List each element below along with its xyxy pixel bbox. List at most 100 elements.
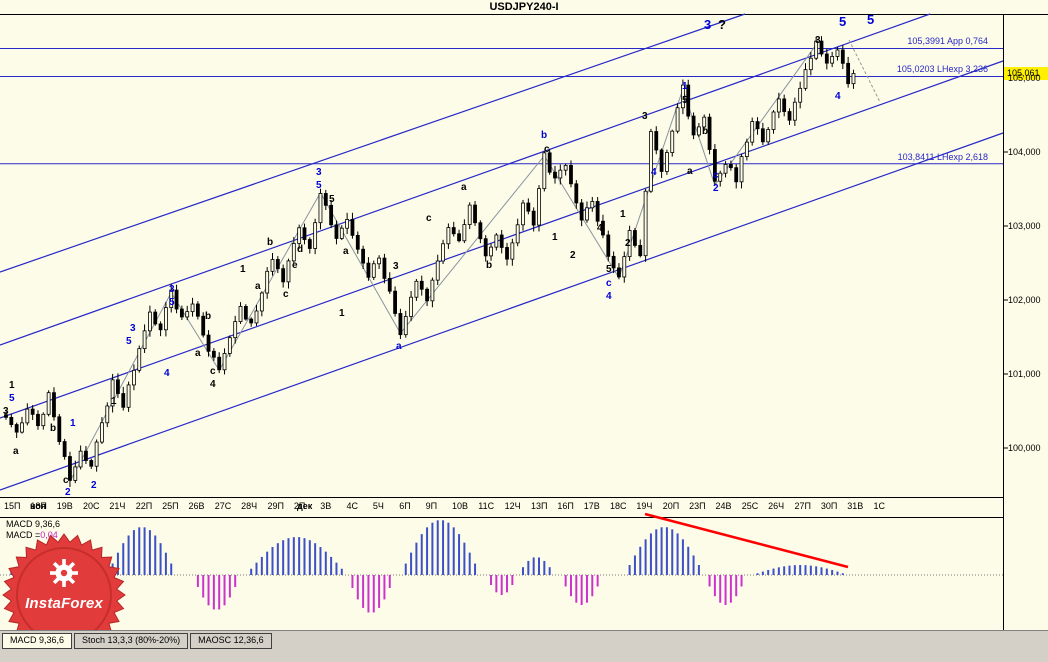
- x-axis-label: 20П: [662, 501, 680, 511]
- tab-macd[interactable]: MACD 9,36,6: [2, 633, 73, 649]
- wave-label: c: [544, 144, 550, 155]
- x-axis-label: 26Ч: [768, 501, 785, 511]
- wave-label: c: [63, 475, 69, 486]
- wave-label: 4: [210, 379, 216, 390]
- tab-maosc[interactable]: MAOSC 12,36,6: [190, 633, 272, 649]
- wave-label: 2: [713, 183, 719, 194]
- wave-label: 3: [393, 261, 399, 272]
- wave-label: b: [50, 423, 57, 434]
- trend-channel-lines: [0, 13, 1004, 491]
- wave-label: 4: [606, 291, 612, 302]
- month-label: ноя: [30, 501, 47, 511]
- wave-label: 3: [642, 111, 648, 122]
- gear-tooth-icon: [62, 559, 66, 566]
- gear-tooth-icon: [62, 580, 66, 587]
- wave-label: a: [13, 446, 19, 457]
- wave-label: c: [426, 213, 432, 224]
- y-axis-label: 100,000: [1008, 443, 1041, 453]
- x-axis-label: 27С: [214, 501, 232, 511]
- wave-label: b: [205, 311, 212, 322]
- wave-label: 5: [9, 393, 15, 404]
- wave-label: b: [702, 126, 709, 137]
- x-axis-label: 12Ч: [504, 501, 521, 511]
- wave-label: 5: [329, 194, 335, 205]
- wave-label: 3: [3, 406, 9, 417]
- wave-label: a: [396, 341, 402, 352]
- wave-label: 2: [570, 250, 576, 261]
- wave-label: 1: [682, 81, 688, 92]
- wave-label: 3: [130, 323, 136, 334]
- wave-label: 1: [552, 232, 558, 243]
- x-axis-label: 28Ч: [241, 501, 258, 511]
- x-axis-label: 31В: [847, 501, 864, 511]
- x-axis-label: 30П: [820, 501, 838, 511]
- wave-label: 3: [316, 167, 322, 178]
- aux-dashed-line: [848, 39, 881, 103]
- wave-label: 2: [65, 487, 71, 498]
- logo-starburst-icon: [2, 533, 126, 657]
- x-axis-label: 6П: [399, 501, 411, 511]
- wave-label: 4: [835, 91, 841, 102]
- wave-label: 3: [169, 284, 175, 295]
- x-axis-label: 23П: [689, 501, 706, 511]
- wave-label: 1: [70, 418, 76, 429]
- x-axis-label: 27П: [794, 501, 811, 511]
- wave-label: 1: [620, 209, 626, 220]
- x-axis-label: 10В: [451, 501, 468, 511]
- time-axis[interactable]: 15П 18П 19В 20С 21Ч 22П 25П 26В 27С 28Ч 29П 2П 3В 4С 5…: [0, 497, 1003, 517]
- indicator-tabs-bar: MACD 9,36,6 Stoch 13,3,3 (80%-20%) MAOSC 1…: [0, 630, 1048, 662]
- wave-label: b: [541, 130, 548, 141]
- price-level-lines: [0, 47, 1003, 165]
- wave-label: a: [343, 246, 349, 257]
- wave-label: e: [292, 260, 298, 271]
- wave-label: 3: [815, 35, 821, 46]
- x-axis-label: 25П: [162, 501, 179, 511]
- wave-label: 1: [339, 308, 345, 319]
- price-level-label: 105,0203 LHexp 3,236: [896, 64, 988, 75]
- x-axis-label: 4С: [346, 501, 359, 511]
- wave-label: 5: [839, 14, 847, 29]
- wave-label: 5: [316, 180, 322, 191]
- wave-label: b: [267, 237, 274, 248]
- y-axis-label: 103,000: [1008, 221, 1041, 231]
- wave-label: b: [486, 260, 493, 271]
- wave-label: c: [606, 278, 612, 289]
- wave-label: 2: [91, 480, 97, 491]
- y-axis-label: 102,000: [1008, 295, 1041, 305]
- x-axis-label: 18П: [30, 501, 47, 511]
- wave-label: a: [687, 166, 693, 177]
- x-axis-label: 3В: [320, 501, 332, 511]
- wave-label: 5: [169, 297, 175, 308]
- x-axis-label: 9П: [425, 501, 438, 511]
- x-axis-label: 21Ч: [109, 501, 126, 511]
- x-axis-label: 24В: [715, 501, 732, 511]
- instaforex-logo: InstaForex: [2, 533, 126, 659]
- wave-label: 5: [126, 336, 132, 347]
- x-axis-label: 26В: [188, 501, 205, 511]
- wave-label: 2: [625, 238, 631, 249]
- wave-label: 5: [867, 12, 875, 27]
- x-axis-label: 13П: [531, 501, 548, 511]
- wave-label: 5: [606, 264, 612, 275]
- x-axis-label: 1С: [873, 501, 886, 511]
- wave-label: 1: [240, 264, 246, 275]
- macd-value: 0,04: [40, 530, 58, 540]
- x-axis-label: 19Ч: [636, 501, 653, 511]
- x-axis-label: 20С: [83, 501, 100, 511]
- y-axis-label: 105,000: [1008, 73, 1041, 83]
- wave-label: 1: [9, 380, 15, 391]
- wave-zigzag-line: [69, 44, 817, 482]
- wave-label: c: [713, 170, 719, 181]
- x-axis-label: 22П: [135, 501, 153, 511]
- price-axis[interactable]: 105,061 105,000 104,000 103,000 102,000 101,…: [1003, 14, 1048, 630]
- y-axis-label: 104,000: [1008, 147, 1041, 157]
- tab-stoch[interactable]: Stoch 13,3,3 (80%-20%): [74, 633, 189, 649]
- wave-label: c: [210, 366, 216, 377]
- wave-label: 4: [651, 167, 657, 178]
- macd-value-prefix: MACD =: [6, 530, 41, 540]
- x-axis-label: 2П: [293, 501, 306, 511]
- chart-title-text: USDJPY240-I: [489, 1, 559, 13]
- gear-hole: [60, 569, 68, 577]
- x-axis-label: 11С: [478, 501, 495, 511]
